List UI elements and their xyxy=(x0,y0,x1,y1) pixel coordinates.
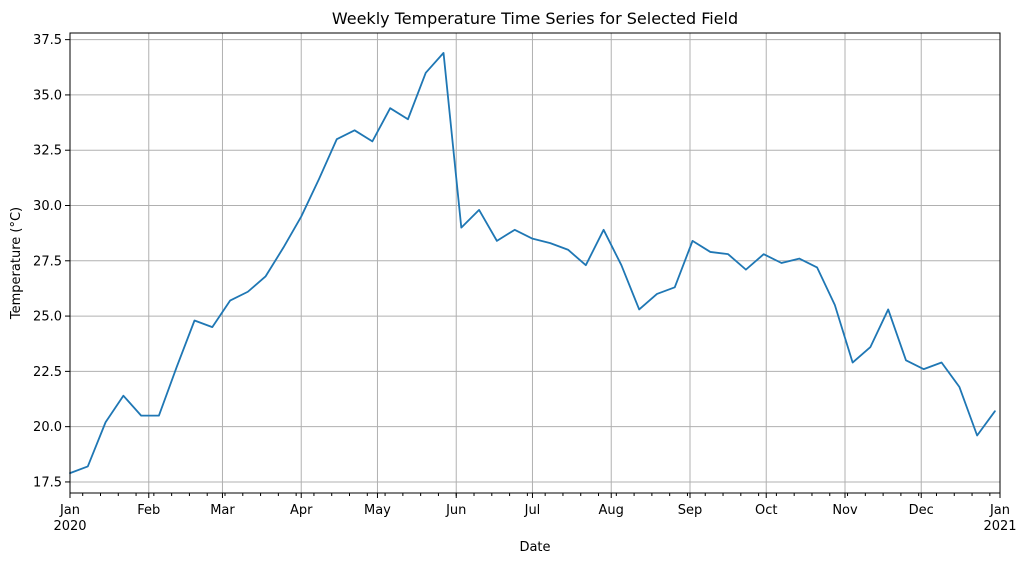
data-point xyxy=(958,386,960,388)
y-tick-label: 20.0 xyxy=(33,420,62,435)
data-point xyxy=(229,300,231,302)
data-point xyxy=(905,359,907,361)
data-point xyxy=(763,253,765,255)
x-tick-label: Dec xyxy=(909,503,934,518)
data-point xyxy=(460,227,462,229)
data-point xyxy=(425,72,427,74)
data-point xyxy=(105,421,107,423)
data-point xyxy=(567,249,569,251)
data-point xyxy=(887,308,889,310)
data-point xyxy=(265,275,267,277)
x-tick-label: Nov xyxy=(832,503,858,518)
y-tick-label: 32.5 xyxy=(33,144,62,159)
data-point xyxy=(638,308,640,310)
data-point xyxy=(514,229,516,231)
data-point xyxy=(140,415,142,417)
data-point xyxy=(941,362,943,364)
x-tick-year-label: 2020 xyxy=(53,519,86,534)
data-point xyxy=(176,366,178,368)
data-point xyxy=(923,368,925,370)
x-tick-label: Jan xyxy=(59,503,80,518)
data-point xyxy=(158,415,160,417)
y-tick-label: 22.5 xyxy=(33,365,62,380)
x-tick-label: Jul xyxy=(524,503,541,518)
x-tick-label: Sep xyxy=(678,503,703,518)
x-tick-year-label: 2021 xyxy=(983,519,1016,534)
data-point xyxy=(247,291,249,293)
x-tick-label: May xyxy=(364,503,391,518)
series-layer xyxy=(69,52,996,475)
data-point xyxy=(994,410,996,412)
data-point xyxy=(674,286,676,288)
data-point xyxy=(211,326,213,328)
x-axis-label: Date xyxy=(519,540,550,555)
data-point xyxy=(620,264,622,266)
data-point xyxy=(371,140,373,142)
x-tick-label: Apr xyxy=(290,503,313,518)
data-point xyxy=(87,465,89,467)
data-point xyxy=(443,52,445,54)
data-point xyxy=(282,247,284,249)
chart-title: Weekly Temperature Time Series for Selec… xyxy=(332,9,738,28)
data-point xyxy=(745,269,747,271)
data-point xyxy=(709,251,711,253)
y-tick-label: 25.0 xyxy=(33,310,62,325)
data-point xyxy=(834,304,836,306)
data-point xyxy=(852,362,854,364)
y-tick-label: 17.5 xyxy=(33,475,62,490)
data-point xyxy=(496,240,498,242)
axis-ticks: 17.520.022.525.027.530.032.535.037.5Jan2… xyxy=(33,33,1017,534)
data-point xyxy=(531,238,533,240)
data-point xyxy=(354,129,356,131)
y-axis-label: Temperature (°C) xyxy=(9,207,24,320)
series-line xyxy=(69,52,996,475)
x-tick-label: Aug xyxy=(599,503,624,518)
grid-lines xyxy=(69,33,1001,493)
data-point xyxy=(976,435,978,437)
y-tick-label: 37.5 xyxy=(33,33,62,48)
y-tick-label: 35.0 xyxy=(33,88,62,103)
data-point xyxy=(122,395,124,397)
data-point xyxy=(389,107,391,109)
data-point xyxy=(318,178,320,180)
data-point xyxy=(798,258,800,260)
data-point xyxy=(869,346,871,348)
data-point xyxy=(816,266,818,268)
data-point xyxy=(656,293,658,295)
data-point xyxy=(727,253,729,255)
x-tick-label: Feb xyxy=(137,503,160,518)
data-point xyxy=(692,240,694,242)
data-point xyxy=(300,216,302,218)
x-tick-label: Mar xyxy=(210,503,235,518)
y-tick-label: 30.0 xyxy=(33,199,62,214)
x-tick-label: Oct xyxy=(755,503,777,518)
data-point xyxy=(478,209,480,211)
data-point xyxy=(194,320,196,322)
data-point xyxy=(549,242,551,244)
y-tick-label: 27.5 xyxy=(33,254,62,269)
data-point xyxy=(585,264,587,266)
data-point xyxy=(603,229,605,231)
x-tick-label: Jun xyxy=(445,503,466,518)
x-tick-label: Jan xyxy=(989,503,1010,518)
data-point xyxy=(336,138,338,140)
plot-frame xyxy=(69,32,1001,494)
data-point xyxy=(780,262,782,264)
data-point xyxy=(407,118,409,120)
